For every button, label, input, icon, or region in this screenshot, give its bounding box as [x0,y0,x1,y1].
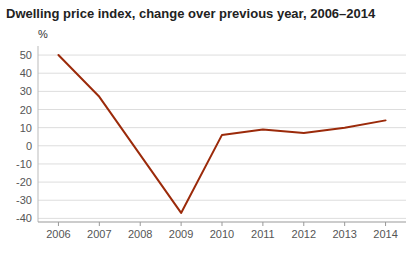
y-axis-label: % [38,28,48,40]
x-tick-label: 2013 [332,228,356,240]
x-tick [140,222,141,226]
grid-line [38,109,406,110]
title: Dwelling price index, change over previo… [6,6,376,21]
y-tick-label: 50 [20,49,32,61]
x-tick-label: 2011 [251,228,275,240]
x-tick-label: 2014 [373,228,397,240]
grid-line [38,73,406,74]
y-tick-label: 0 [26,140,32,152]
y-tick-label: -30 [16,194,32,206]
y-axis-line [38,46,39,222]
x-tick [385,222,386,226]
y-tick-label: 20 [20,104,32,116]
x-tick-label: 2012 [292,228,316,240]
y-tick-label: 40 [20,67,32,79]
y-tick-label: -10 [16,158,32,170]
x-tick [181,222,182,226]
grid-line [38,218,406,219]
x-tick-label: 2008 [128,228,152,240]
x-tick-label: 2006 [46,228,70,240]
x-tick [344,222,345,226]
grid-line [38,145,406,146]
x-tick [262,222,263,226]
x-tick-label: 2009 [169,228,193,240]
series [58,55,385,213]
x-tick-label: 2007 [87,228,111,240]
grid-line [38,163,406,164]
y-tick-label: -40 [16,212,32,224]
line [58,55,385,213]
grid-line [38,200,406,201]
chart: Dwelling price index, change over previo… [0,0,416,254]
grid [38,55,406,218]
grid-line [38,55,406,56]
y-tick-label: 30 [20,85,32,97]
x-tick [58,222,59,226]
x-tick [222,222,223,226]
y-tick-label: -20 [16,176,32,188]
x-tick [303,222,304,226]
grid-line [38,182,406,183]
x-tick [99,222,100,226]
x-tick-label: 2010 [210,228,234,240]
y-tick-label: 10 [20,122,32,134]
